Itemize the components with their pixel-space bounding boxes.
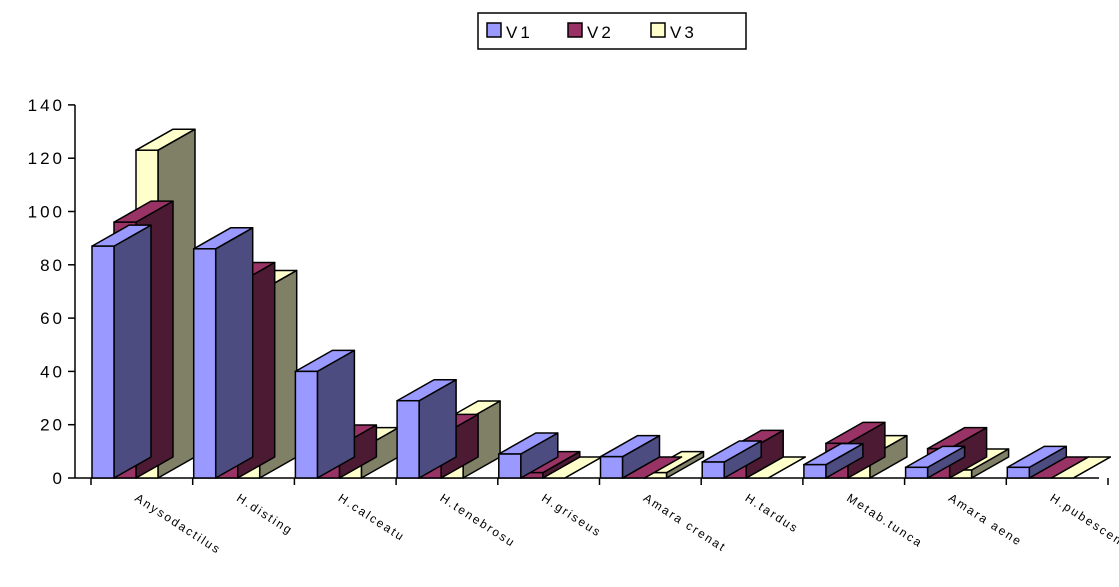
bar-front (498, 453, 522, 479)
legend-label-v2: V2 (587, 23, 614, 42)
x-category-label: H.tardus (743, 491, 802, 536)
x-category-label: Metab.tunca (844, 491, 925, 551)
x-category-label: Amara crenat (641, 491, 729, 555)
category-labels: Anysodactilus H.disting H.calceatu H.tenebr… (132, 491, 1119, 557)
bar-front (1006, 466, 1031, 479)
bars (91, 128, 1112, 479)
bar-v1-3 (396, 378, 457, 479)
x-category-label: Amara aene (946, 491, 1025, 549)
bar-front (91, 245, 115, 479)
x-category-label: H.disting (234, 491, 296, 538)
bar-v1-8 (904, 445, 966, 479)
legend-box (477, 12, 747, 50)
bar-side (316, 349, 356, 479)
legend: V1 V2 V3 (477, 12, 747, 50)
y-tick-label: 140 (28, 96, 65, 115)
x-category-label: H.tenebrosu (437, 491, 518, 550)
y-tick-label: 120 (28, 149, 65, 168)
bar-v1-5 (599, 434, 661, 479)
bar-v1-9 (1006, 445, 1068, 479)
bar-side (214, 227, 254, 479)
bar-front (599, 455, 624, 479)
x-category-label: H.calceatu (336, 491, 408, 545)
y-axis: 0 20 40 60 80 100 120 140 (28, 96, 76, 488)
bar-v1-4 (498, 432, 559, 479)
bar-v1-1 (192, 227, 254, 479)
y-tick-label: 80 (40, 256, 65, 275)
x-category-label: H.griseus (539, 491, 604, 540)
bar-v1-6 (701, 440, 762, 479)
legend-label-v1: V1 (506, 23, 533, 42)
x-category-label: H.pubescen (1048, 491, 1119, 549)
legend-label-v3: V3 (670, 23, 697, 42)
y-tick-label: 60 (40, 309, 65, 328)
y-tick-label: 40 (40, 362, 65, 381)
bar-v1-2 (294, 349, 356, 479)
x-axis (75, 477, 1109, 485)
bar-front (294, 370, 319, 479)
x-category-label: Anysodactilus (132, 491, 224, 557)
bar-front (396, 399, 420, 479)
legend-swatch-v3 (650, 22, 666, 38)
bar-front (904, 466, 929, 479)
y-tick-label: 100 (28, 203, 65, 222)
bar-front (803, 463, 827, 479)
y-tick-label: 0 (53, 469, 65, 488)
legend-swatch-v1 (486, 22, 502, 38)
bar-v1-7 (803, 442, 864, 479)
bar-front (701, 461, 725, 479)
bar-front (192, 248, 217, 479)
y-tick-label: 20 (40, 416, 65, 435)
legend-swatch-v2 (567, 22, 583, 38)
bar-v1-0 (91, 224, 152, 479)
bar-side (113, 224, 152, 479)
